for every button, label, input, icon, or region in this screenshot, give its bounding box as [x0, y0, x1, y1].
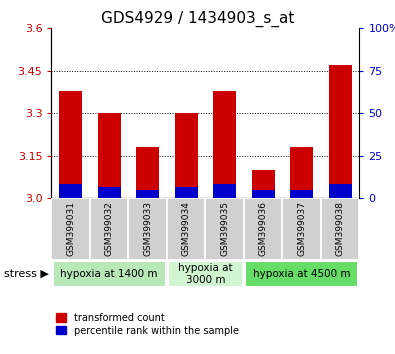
Bar: [290, 190, 313, 198]
Bar: [290, 147, 313, 198]
FancyBboxPatch shape: [168, 261, 243, 287]
Bar: [98, 187, 121, 198]
Bar: [213, 91, 236, 198]
FancyBboxPatch shape: [51, 198, 90, 260]
Bar: [252, 170, 275, 198]
Bar: [175, 113, 198, 198]
Text: GSM399035: GSM399035: [220, 201, 229, 256]
Bar: [329, 184, 352, 198]
FancyBboxPatch shape: [205, 198, 244, 260]
Bar: [98, 113, 121, 198]
Text: GSM399038: GSM399038: [336, 201, 345, 256]
FancyBboxPatch shape: [282, 198, 321, 260]
FancyBboxPatch shape: [128, 198, 167, 260]
FancyBboxPatch shape: [167, 198, 205, 260]
Text: GSM399031: GSM399031: [66, 201, 75, 256]
Text: GSM399034: GSM399034: [182, 201, 191, 256]
FancyBboxPatch shape: [53, 261, 166, 287]
Text: GSM399036: GSM399036: [259, 201, 268, 256]
Text: stress ▶: stress ▶: [4, 269, 49, 279]
Text: GSM399032: GSM399032: [105, 201, 114, 256]
Legend: transformed count, percentile rank within the sample: transformed count, percentile rank withi…: [56, 313, 239, 336]
FancyBboxPatch shape: [321, 198, 359, 260]
Bar: [59, 91, 82, 198]
Text: GSM399033: GSM399033: [143, 201, 152, 256]
FancyBboxPatch shape: [245, 261, 358, 287]
Bar: [136, 147, 159, 198]
Bar: [136, 190, 159, 198]
Bar: [213, 184, 236, 198]
Bar: [59, 184, 82, 198]
FancyBboxPatch shape: [90, 198, 128, 260]
Text: hypoxia at 1400 m: hypoxia at 1400 m: [60, 269, 158, 279]
Text: hypoxia at
3000 m: hypoxia at 3000 m: [178, 263, 233, 285]
Text: GSM399037: GSM399037: [297, 201, 306, 256]
Bar: [175, 187, 198, 198]
Bar: [329, 65, 352, 198]
Bar: [252, 190, 275, 198]
Text: GDS4929 / 1434903_s_at: GDS4929 / 1434903_s_at: [101, 11, 294, 27]
Text: hypoxia at 4500 m: hypoxia at 4500 m: [253, 269, 350, 279]
FancyBboxPatch shape: [244, 198, 282, 260]
